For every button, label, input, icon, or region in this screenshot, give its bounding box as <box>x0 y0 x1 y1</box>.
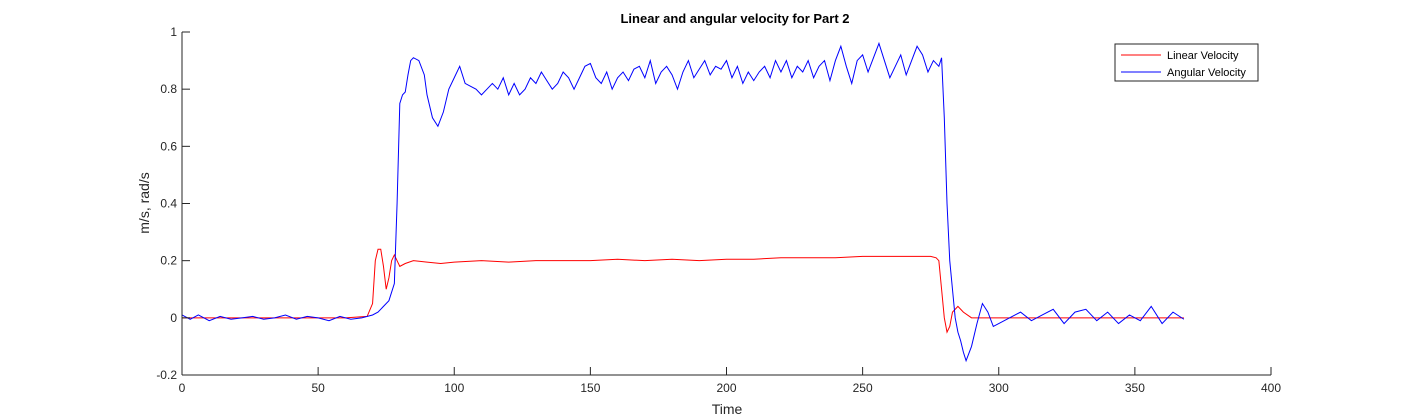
series-line-linear-velocity <box>182 248 1184 334</box>
x-tick-label: 250 <box>853 381 873 395</box>
legend-entry: Angular Velocity <box>1167 67 1246 79</box>
chart-title: Linear and angular velocity for Part 2 <box>620 11 849 26</box>
x-axis-label: Time <box>712 401 743 417</box>
y-tick-label: 0.4 <box>160 197 177 211</box>
x-tick-label: 0 <box>179 381 186 395</box>
plot-area: 0 50 100 150 200 250 300 350 400-0.200.20.40.60.… <box>156 25 1281 395</box>
x-tick-label: 100 <box>444 381 464 395</box>
legend-box <box>1114 43 1259 82</box>
x-tick-label: 350 <box>1125 381 1145 395</box>
y-tick-label: 0 <box>170 311 177 325</box>
legend: Linear Velocity Angular Velocity <box>1114 43 1259 82</box>
x-tick-label: 300 <box>989 381 1009 395</box>
x-tick-label: 200 <box>716 381 736 395</box>
legend-entry: Linear Velocity <box>1167 50 1239 62</box>
x-tick-label: 50 <box>311 381 325 395</box>
y-tick-label: 0.6 <box>160 139 177 153</box>
y-axis-label: m/s, rad/s <box>136 172 152 233</box>
y-tick-label: 0.8 <box>160 82 177 96</box>
x-tick-label: 150 <box>580 381 600 395</box>
y-tick-label: 0.2 <box>160 254 177 268</box>
y-tick-label: -0.2 <box>156 368 177 382</box>
x-tick-label: 400 <box>1261 381 1281 395</box>
plot-background <box>182 32 1271 375</box>
y-tick-label: 1 <box>170 25 177 39</box>
series-line-angular-velocity <box>181 41 1185 363</box>
